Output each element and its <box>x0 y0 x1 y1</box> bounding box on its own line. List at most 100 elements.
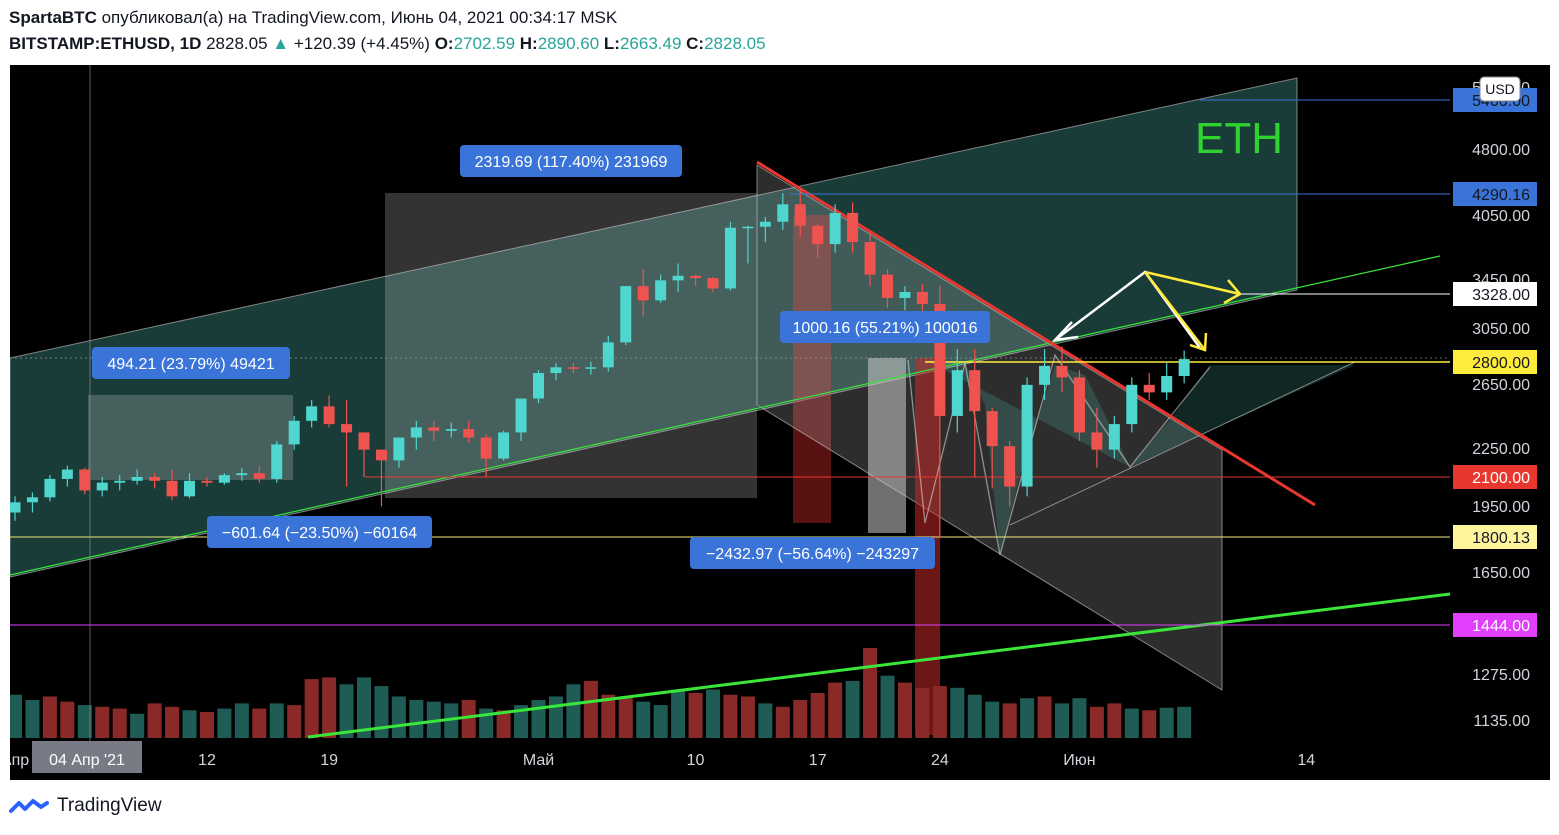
volume-bar <box>950 687 965 738</box>
volume-bar <box>810 693 825 738</box>
volume-bar <box>304 679 319 738</box>
price-tag-label: 3328.00 <box>1472 287 1530 304</box>
volume-bar <box>339 684 354 738</box>
high-value: 2890.60 <box>537 34 600 53</box>
volume-bar <box>880 675 895 738</box>
measure-label-text: 494.21 (23.79%) 49421 <box>107 356 274 373</box>
y-tick-label: 4800.00 <box>1472 142 1530 159</box>
volume-bar <box>845 680 860 738</box>
volume-bar <box>42 696 57 738</box>
volume-bar <box>688 693 703 738</box>
candle-body <box>794 204 806 226</box>
volume-bar <box>182 710 197 738</box>
volume-bar <box>1107 703 1122 738</box>
x-tick-label: Май <box>523 752 554 769</box>
candle-body <box>393 437 405 461</box>
volume-bar <box>444 703 459 738</box>
volume-bar <box>531 699 546 738</box>
candle-body <box>410 427 422 438</box>
candle-body <box>1161 375 1173 393</box>
volume-bar <box>409 699 424 738</box>
footer-brand[interactable]: TradingView <box>9 795 162 817</box>
y-tick-label: 1275.00 <box>1472 667 1530 684</box>
x-tick-label: 24 <box>931 752 949 769</box>
volume-bar <box>1020 698 1035 738</box>
x-tick-label: 14 <box>1297 752 1315 769</box>
price-tag-box <box>1453 613 1537 637</box>
chart-canvas[interactable]: ETH 2319.69 (117.40%) 231969 494.21 (23.7… <box>10 65 1550 780</box>
candle-body <box>44 478 56 498</box>
volume-bar <box>653 705 668 738</box>
candle-body <box>375 449 387 461</box>
publish-text: опубликовал(а) на TradingView.com, Июнь … <box>101 8 618 27</box>
price-tag-box <box>1453 525 1537 549</box>
candle-body <box>96 482 108 491</box>
high-label: H: <box>519 34 538 53</box>
volume-bar <box>391 696 406 738</box>
candle-body <box>969 370 981 412</box>
price-change: +120.39 (+4.45%) <box>293 34 430 53</box>
candle-body <box>149 477 161 481</box>
y-tick-label: 2650.00 <box>1472 377 1530 394</box>
candle-body <box>184 480 195 497</box>
candle-body <box>26 497 38 503</box>
low-label: L: <box>603 34 620 53</box>
volume-bar <box>252 708 267 738</box>
author-name[interactable]: SpartaBTC <box>9 8 97 27</box>
candle-body <box>236 473 248 476</box>
y-tick-label: 4050.00 <box>1472 208 1530 225</box>
candle-body <box>533 373 544 399</box>
candle-body <box>585 367 597 369</box>
last-price: 2828.05 <box>206 34 268 53</box>
up-arrow-icon: ▲ <box>272 34 290 53</box>
candle-body <box>1178 359 1190 376</box>
candle-body <box>1056 365 1068 378</box>
symbol-name[interactable]: BITSTAMP:ETHUSD, 1D <box>9 34 202 53</box>
candle-body <box>724 227 736 289</box>
volume-bar <box>374 686 389 738</box>
volume-bar <box>217 708 232 738</box>
chart-title: ETH <box>1195 114 1283 163</box>
candle-body <box>690 275 702 279</box>
candle-body <box>655 280 667 301</box>
candle-body <box>899 291 911 298</box>
volume-bar <box>1037 696 1052 738</box>
candle-body <box>567 367 579 369</box>
candle-body <box>986 411 998 447</box>
candle-body <box>620 286 632 343</box>
chart-area[interactable]: ETH 2319.69 (117.40%) 231969 494.21 (23.7… <box>10 65 1550 780</box>
price-tag-label: 2800.00 <box>1472 355 1530 372</box>
price-tag-box <box>1453 350 1537 374</box>
crosshair-date-box <box>32 741 142 773</box>
y-tick-label: 2250.00 <box>1472 441 1530 458</box>
symbol-info: BITSTAMP:ETHUSD, 1D 2828.05 ▲ +120.39 (+… <box>9 34 766 54</box>
volume-bar <box>548 696 563 738</box>
volume-bar <box>758 703 773 738</box>
candle-body <box>637 286 649 301</box>
currency-badge[interactable]: USD <box>1479 76 1521 102</box>
volume-bar <box>496 710 511 738</box>
crosshair-date-label: 04 Апр '21 <box>49 752 125 769</box>
volume-bar <box>357 677 371 738</box>
volume-bar <box>77 705 92 738</box>
candle-body <box>61 469 73 479</box>
candle-body <box>882 274 893 298</box>
volume-bar <box>1055 703 1069 738</box>
volume-bar <box>95 706 110 738</box>
x-tick-label: Июн <box>1063 752 1095 769</box>
tradingview-logo-icon <box>9 799 49 813</box>
volume-bar <box>60 701 75 738</box>
volume-bar <box>1072 698 1087 738</box>
volume-bar <box>461 699 476 738</box>
price-tag-box <box>1453 182 1537 206</box>
candle-body <box>131 477 143 481</box>
candle-body <box>951 370 963 416</box>
price-tag-box <box>1453 465 1537 489</box>
volume-bar <box>199 712 214 738</box>
volume-bar <box>723 694 738 738</box>
candle-body <box>550 367 562 374</box>
volume-bar <box>1142 710 1157 738</box>
volume-bar <box>671 689 686 738</box>
price-tag-label: 4290.16 <box>1472 187 1530 204</box>
candle-body <box>515 398 527 433</box>
